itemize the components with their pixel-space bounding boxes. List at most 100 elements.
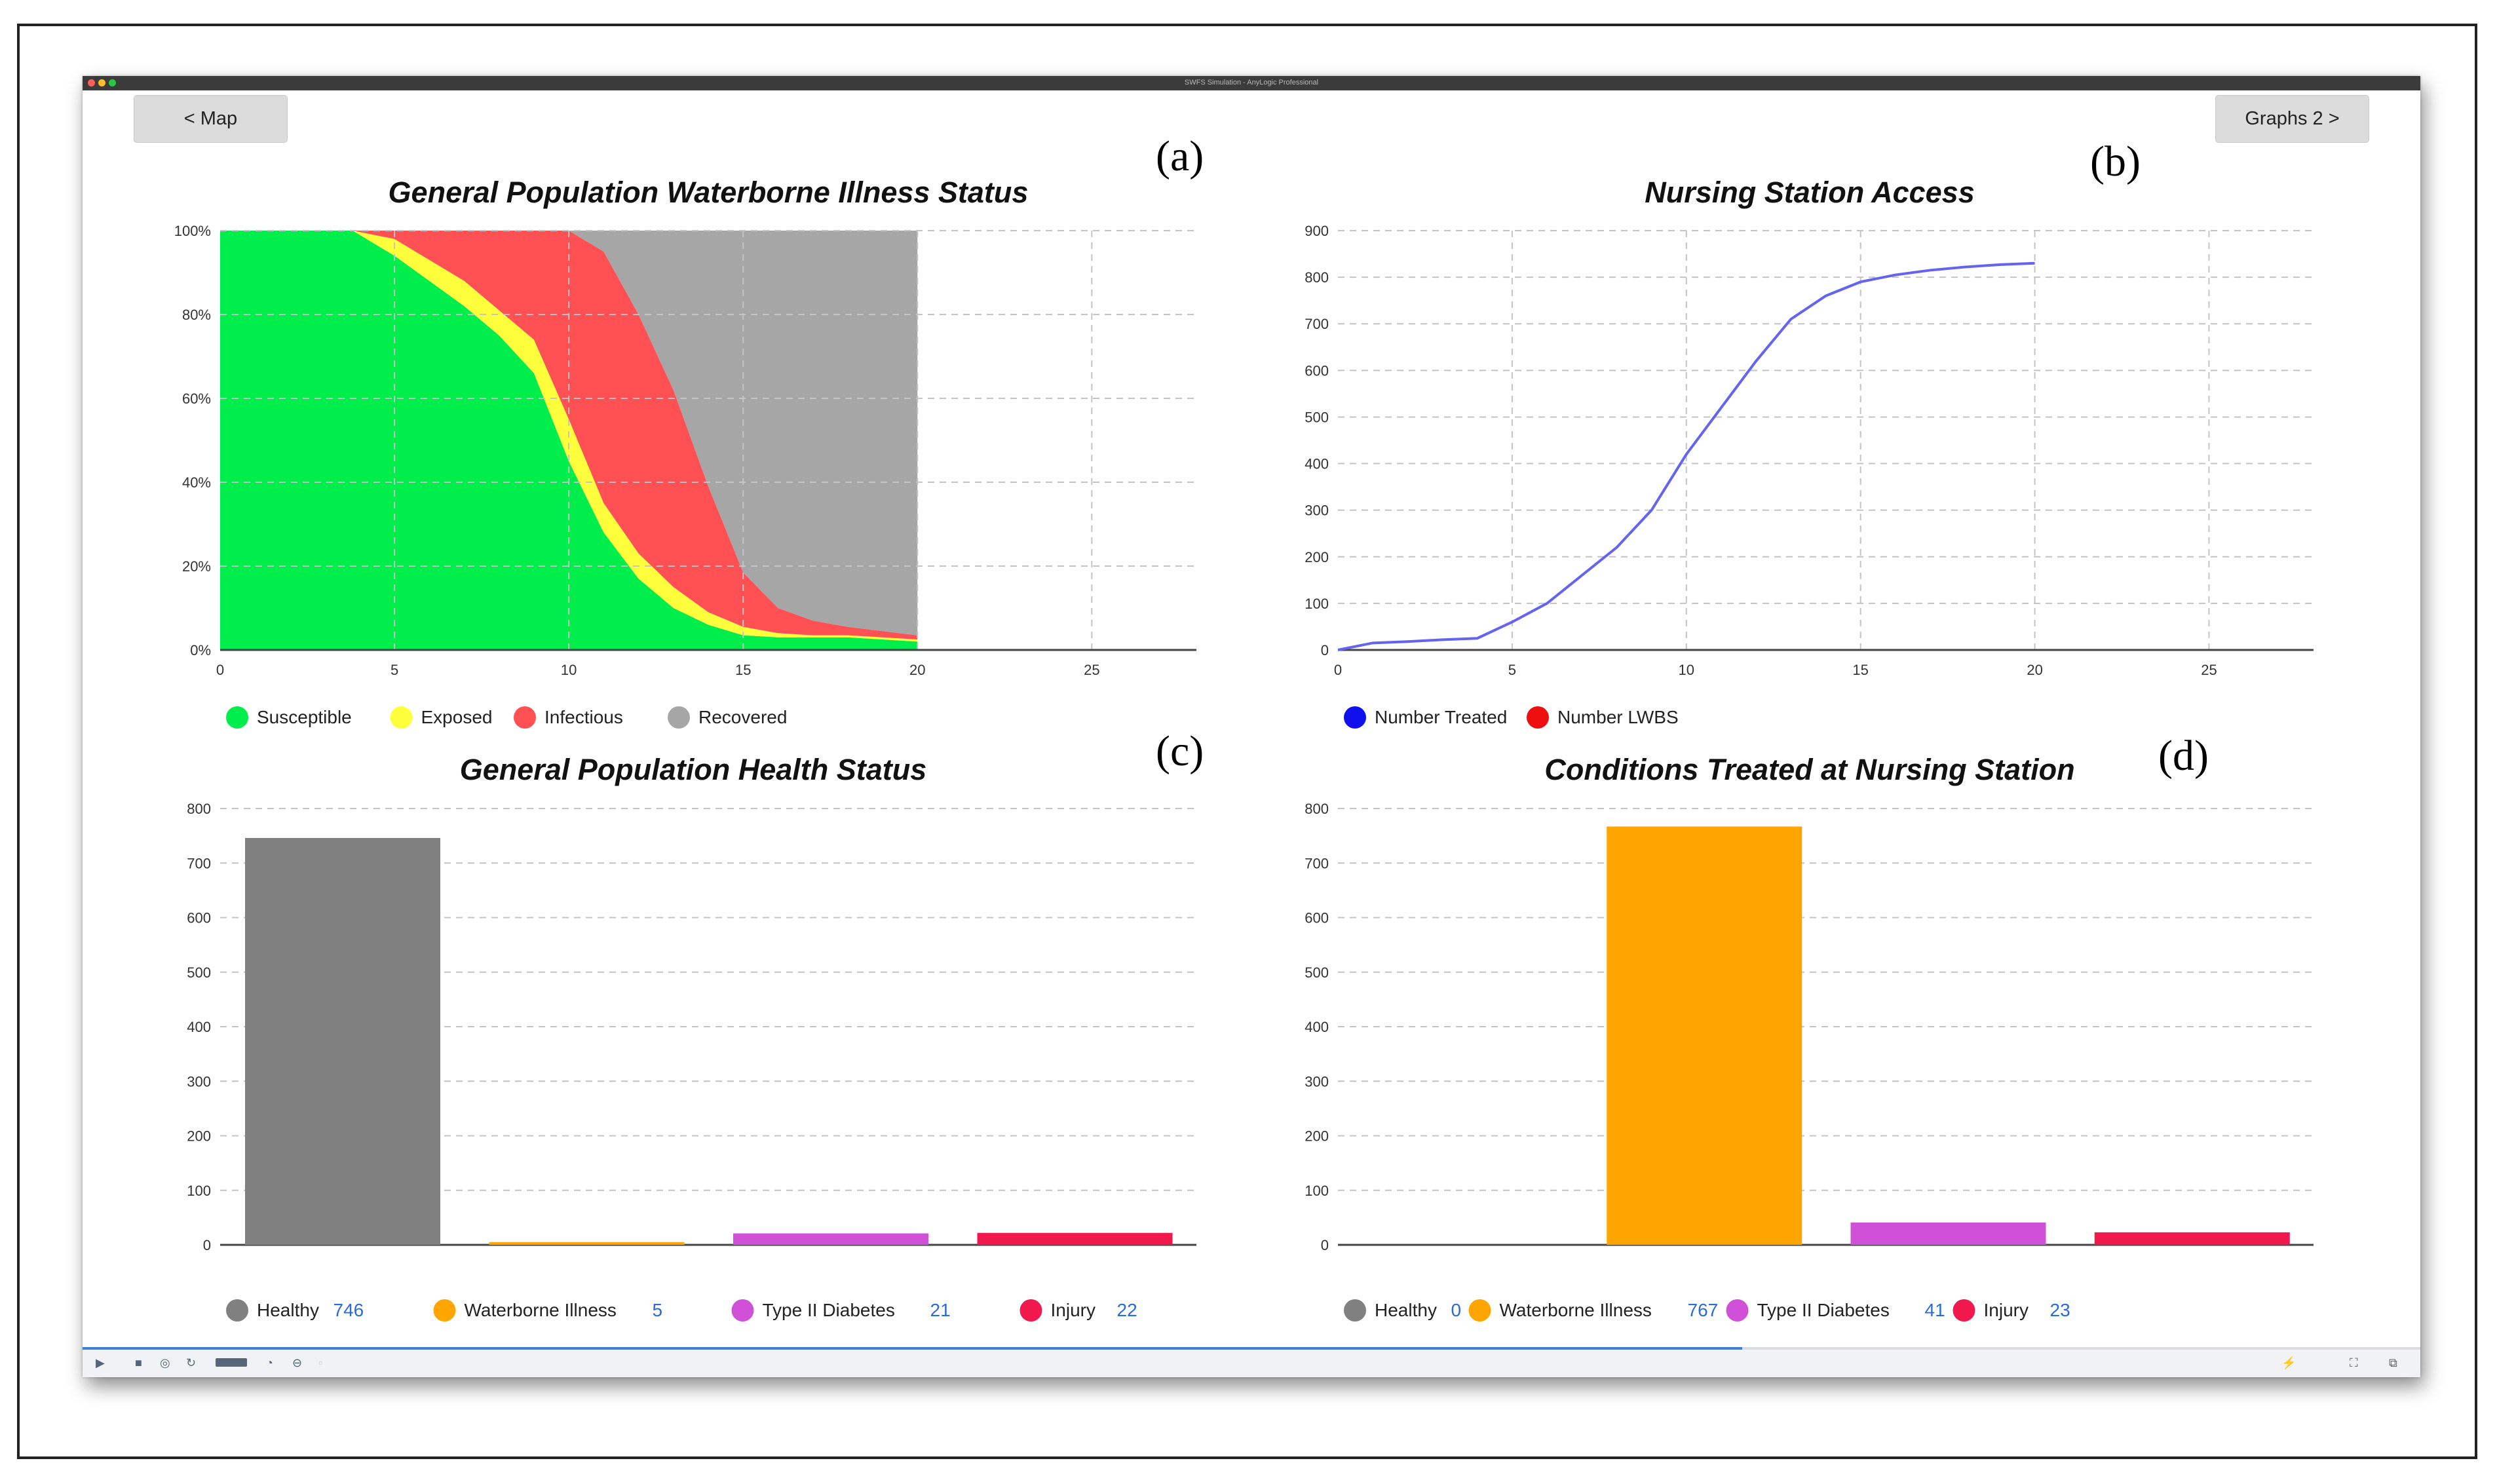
x-tick-label: 20 (2027, 662, 2042, 678)
legend-marker (731, 1299, 754, 1322)
legend-marker (668, 706, 690, 729)
y-tick-label: 300 (1305, 503, 1329, 519)
play-icon[interactable]: ▶ (96, 1356, 105, 1369)
chart-b-title: Nursing Station Access (1645, 176, 1974, 209)
y-tick-label: 100 (187, 1183, 211, 1199)
y-tick-label: 600 (1305, 910, 1329, 926)
x-tick-label: 15 (1852, 662, 1868, 678)
reset-icon[interactable]: ↻ (186, 1356, 197, 1369)
y-tick-label: 20% (182, 558, 211, 575)
minimize-window-icon[interactable] (98, 79, 105, 86)
legend-marker (226, 706, 248, 729)
close-window-icon[interactable] (88, 79, 95, 86)
stop-icon[interactable]: ■ (135, 1356, 142, 1369)
recovered-area (220, 231, 918, 636)
legend-value: 767 (1688, 1300, 1719, 1320)
step-back-icon[interactable]: ◎ (160, 1356, 170, 1369)
y-tick-label: 200 (187, 1128, 211, 1145)
y-tick-label: 0 (1321, 1237, 1329, 1253)
y-tick-label: 400 (187, 1019, 211, 1035)
number-treated-line (1337, 261, 2035, 651)
legend-label: Type II Diabetes (1757, 1300, 1890, 1320)
legend-value: 5 (653, 1300, 663, 1320)
y-tick-label: 100 (1305, 596, 1329, 612)
legend-marker (1020, 1299, 1042, 1322)
y-tick-label: 900 (1305, 223, 1329, 239)
legend-value: 746 (334, 1300, 364, 1320)
y-tick-label: 200 (1305, 1128, 1329, 1145)
y-tick-label: 800 (187, 801, 211, 817)
x-tick-label: 15 (735, 662, 751, 678)
y-tick-label: 800 (1305, 269, 1329, 286)
speed-control-icon[interactable] (216, 1358, 247, 1367)
legend-label: Number Treated (1375, 707, 1507, 727)
y-tick-label: 700 (1305, 316, 1329, 332)
legend-marker (390, 706, 413, 729)
x-tick-label: 5 (1508, 662, 1516, 678)
y-tick-label: 500 (187, 964, 211, 981)
copy-icon[interactable]: ⧉ (2389, 1356, 2397, 1369)
infectious-area (220, 231, 918, 639)
x-tick-label: 25 (1084, 662, 1099, 678)
y-tick-label: 0 (203, 1237, 211, 1253)
run-status-icon: ⚡ (2281, 1356, 2297, 1369)
legend-marker (433, 1299, 456, 1322)
fast-forward-icon[interactable]: ◔ (266, 1356, 273, 1369)
graphs-2-button[interactable]: Graphs 2 > (2215, 95, 2369, 143)
bar-injury (2094, 1232, 2290, 1245)
legend-label: Recovered (698, 707, 787, 727)
x-tick-label: 10 (561, 662, 577, 678)
legend-label: Exposed (421, 707, 493, 727)
susceptible-area (220, 231, 918, 650)
panel-label-a: (a) (1156, 132, 1204, 180)
legend-label: Waterborne Illness (1500, 1300, 1652, 1320)
y-tick-label: 700 (187, 855, 211, 871)
legend-marker (514, 706, 536, 729)
x-tick-label: 0 (1334, 662, 1342, 678)
x-tick-label: 0 (216, 662, 224, 678)
y-tick-label: 100 (1305, 1183, 1329, 1199)
panel-label-d: (d) (2158, 732, 2209, 780)
panel-label-b: (b) (2090, 138, 2141, 185)
fullscreen-icon[interactable]: ⛶ (2350, 1356, 2358, 1369)
simulation-progress-fill (83, 1347, 1743, 1350)
y-tick-label: 500 (1305, 964, 1329, 981)
y-tick-label: 600 (187, 910, 211, 926)
legend-label: Injury (1051, 1300, 1096, 1320)
chart-d-title: Conditions Treated at Nursing Station (1544, 753, 2074, 786)
simulation-progress-track (83, 1347, 2420, 1350)
legend-label: Number LWBS (1557, 707, 1679, 727)
bar-injury (977, 1232, 1173, 1245)
y-tick-label: 0% (190, 642, 211, 658)
map-button[interactable]: < Map (134, 95, 288, 143)
legend-label: Injury (1984, 1300, 2029, 1320)
zoom-out-icon[interactable]: ⊖ (292, 1356, 303, 1369)
legend-value: 21 (930, 1300, 951, 1320)
y-tick-label: 40% (182, 474, 211, 491)
x-tick-label: 10 (1679, 662, 1694, 678)
chart-a-title: General Population Waterborne Illness St… (389, 176, 1029, 209)
y-tick-label: 300 (1305, 1073, 1329, 1090)
chart-c-title: General Population Health Status (460, 753, 927, 786)
y-tick-label: 600 (1305, 362, 1329, 379)
legend-label: Type II Diabetes (763, 1300, 895, 1320)
settings-icon[interactable]: ▫ (318, 1356, 323, 1369)
x-tick-label: 20 (909, 662, 925, 678)
y-tick-label: 0 (1321, 642, 1329, 658)
y-tick-label: 200 (1305, 549, 1329, 565)
bar-waterborne-illness (1607, 826, 1802, 1245)
y-tick-label: 60% (182, 390, 211, 407)
legend-marker (1527, 706, 1549, 729)
legend-marker (1344, 706, 1366, 729)
simulation-control-bar: ▶ ■ ◎ ↻ ◔ ⊖ ▫ ⚡ ⛶ ⧉ (83, 1347, 2420, 1377)
y-tick-label: 700 (1305, 855, 1329, 871)
legend-label: Waterborne Illness (465, 1300, 617, 1320)
legend-value: 41 (1925, 1300, 1945, 1320)
legend-label: Susceptible (257, 707, 352, 727)
title-bar: SWFS Simulation - AnyLogic Professional (83, 76, 2420, 90)
y-tick-label: 400 (1305, 456, 1329, 472)
maximize-window-icon[interactable] (109, 79, 116, 86)
legend-value: 23 (2050, 1300, 2070, 1320)
x-tick-label: 5 (391, 662, 398, 678)
y-tick-label: 100% (174, 223, 211, 239)
